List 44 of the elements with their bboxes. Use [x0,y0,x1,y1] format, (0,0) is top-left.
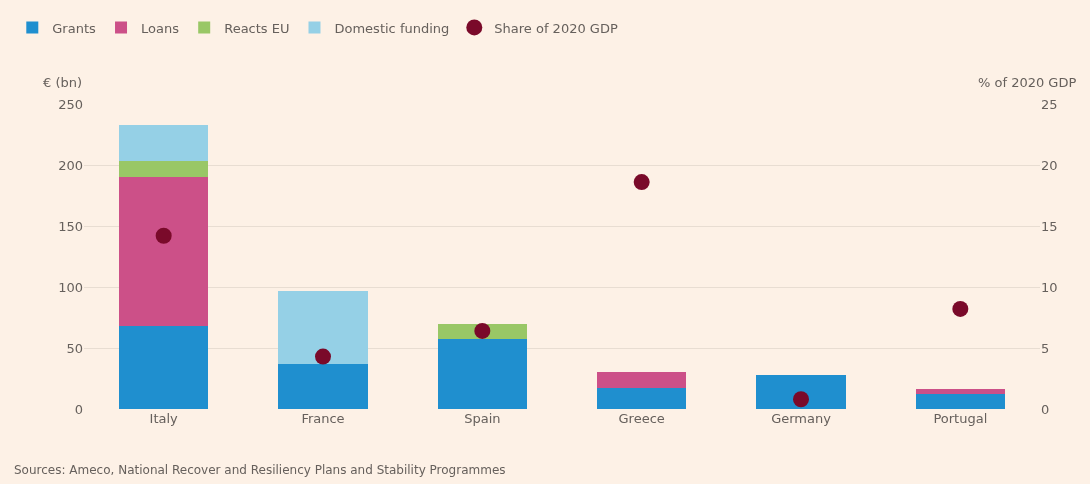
legend-label: Reacts EU [224,20,290,36]
source-note: Sources: Ameco, National Recover and Resiliency Plans and Stability Programmes [14,463,506,477]
bar [278,290,368,364]
point [315,348,331,365]
bar [119,124,209,162]
bar [119,326,209,409]
x-tick-label: Spain [464,411,501,426]
bar [915,389,1005,395]
legend-label: Loans [141,20,180,36]
x-tick-label: France [301,411,345,426]
bar [597,372,687,389]
y2-axis-title: % of 2020 GDP [978,75,1077,90]
point [793,391,809,408]
bar [119,177,209,327]
x-tick-label: Portugal [933,411,988,426]
x-tick-label: Italy [149,411,179,426]
legend-label: Domestic funding [334,20,450,36]
x-tick-label: Greece [618,411,665,426]
y-tick-label: 100 [58,279,83,295]
point [633,174,650,191]
y-axis-title: € (bn) [43,75,83,90]
y-tick-label: 50 [66,340,83,356]
bar [915,394,1005,409]
legend-label: Share of 2020 GDP [494,20,618,36]
y2-tick-label: 20 [1041,157,1058,173]
y-tick-label: 200 [58,157,83,173]
x-tick-label: Germany [771,411,832,426]
point [474,322,491,339]
y2-tick-label: 15 [1041,218,1058,234]
y2-tick-label: 10 [1041,279,1058,295]
y-tick-label: 250 [58,96,83,112]
legend-label: Grants [52,20,97,36]
y2-tick-label: 0 [1041,401,1050,417]
bar [278,363,368,409]
y-tick-label: 0 [74,401,83,417]
point [952,300,969,317]
y2-tick-label: 25 [1041,96,1058,112]
y-tick-label: 150 [58,218,83,234]
bar [597,388,687,409]
y2-tick-label: 5 [1041,340,1050,356]
bar [119,161,209,178]
bar [437,339,527,409]
bar [756,374,846,409]
point [155,227,172,244]
